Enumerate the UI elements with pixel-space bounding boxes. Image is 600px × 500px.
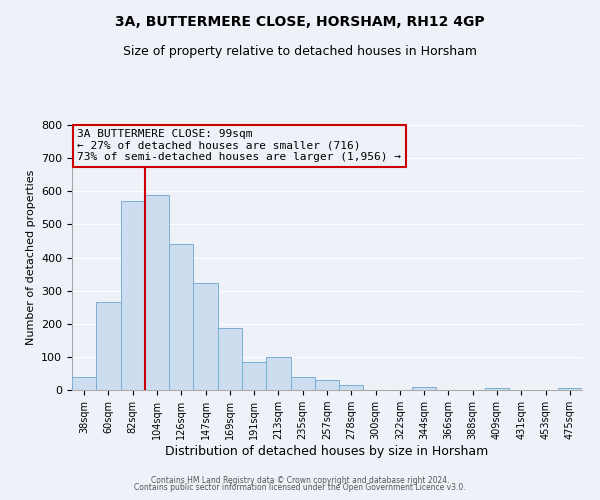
Text: Size of property relative to detached houses in Horsham: Size of property relative to detached ho… [123,45,477,58]
Text: Contains public sector information licensed under the Open Government Licence v3: Contains public sector information licen… [134,484,466,492]
Text: 3A, BUTTERMERE CLOSE, HORSHAM, RH12 4GP: 3A, BUTTERMERE CLOSE, HORSHAM, RH12 4GP [115,15,485,29]
X-axis label: Distribution of detached houses by size in Horsham: Distribution of detached houses by size … [166,445,488,458]
Y-axis label: Number of detached properties: Number of detached properties [26,170,35,345]
Bar [96,302,121,390]
Bar [193,283,218,390]
Bar [315,380,339,390]
Bar [290,378,315,390]
Text: 3A BUTTERMERE CLOSE: 99sqm
← 27% of detached houses are smaller (716)
73% of sem: 3A BUTTERMERE CLOSE: 99sqm ← 27% of deta… [77,129,401,162]
Bar [412,386,436,390]
Bar [169,244,193,390]
Bar [121,200,145,390]
Bar [242,362,266,390]
Text: Contains HM Land Registry data © Crown copyright and database right 2024.: Contains HM Land Registry data © Crown c… [151,476,449,485]
Bar [145,194,169,390]
Bar [218,328,242,390]
Bar [558,388,582,390]
Bar [266,357,290,390]
Bar [72,378,96,390]
Bar [339,386,364,390]
Bar [485,388,509,390]
